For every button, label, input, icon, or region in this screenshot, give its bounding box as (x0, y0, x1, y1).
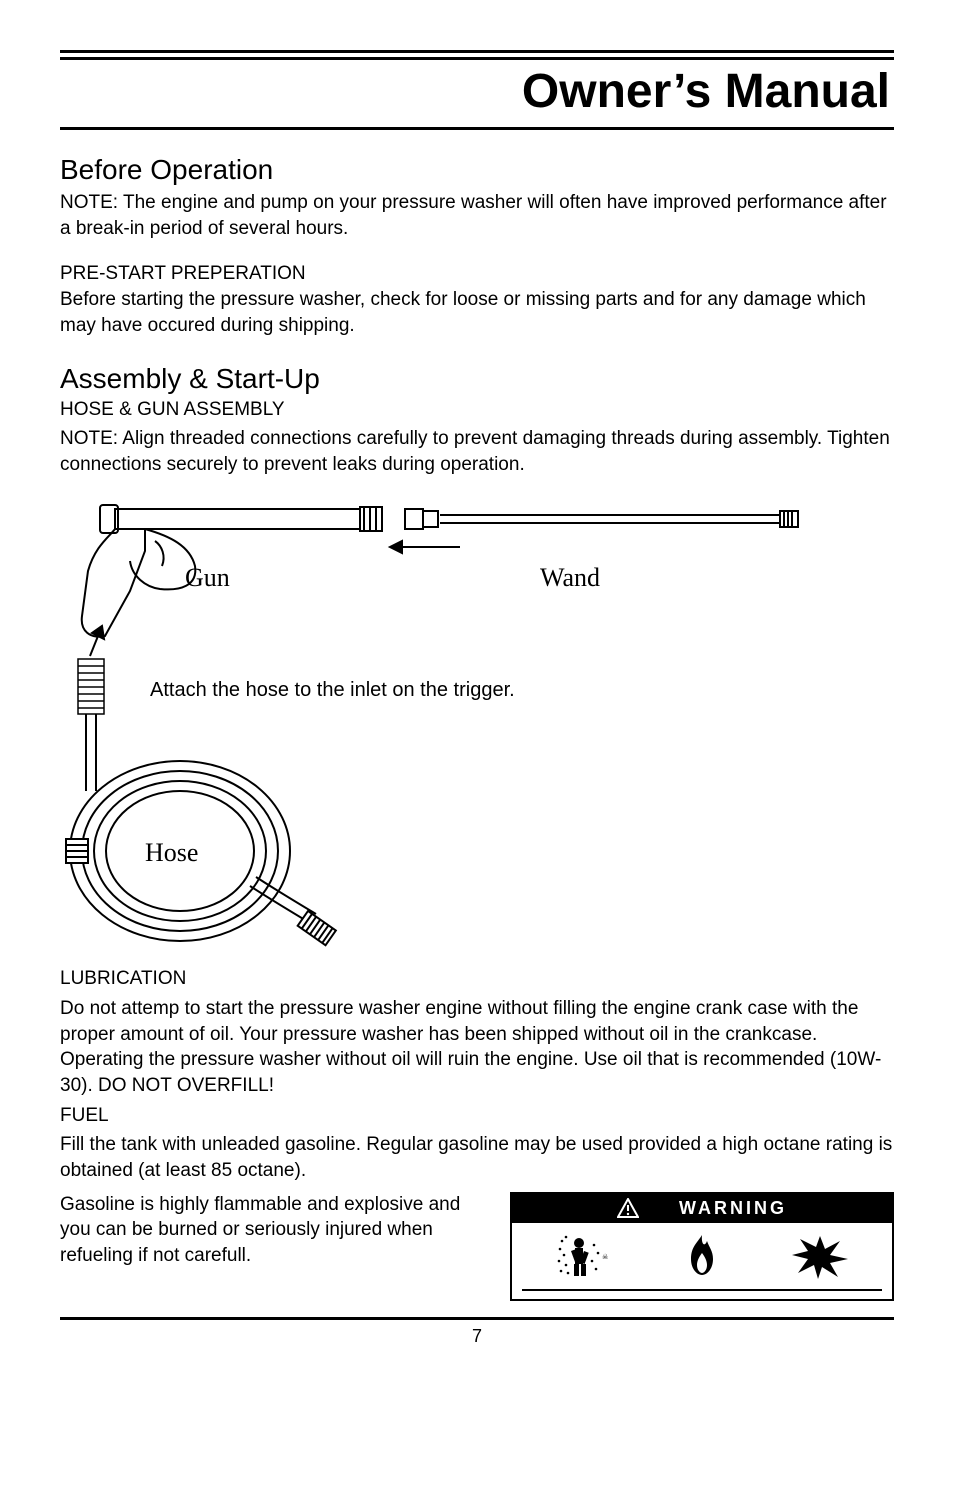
before-operation-note: NOTE: The engine and pump on your pressu… (60, 190, 894, 241)
title-bar: Owner’s Manual (60, 57, 894, 130)
assembly-diagram: Gun Wand Att (60, 491, 894, 956)
toxic-fumes-icon: ☠ (554, 1231, 614, 1281)
fire-icon (677, 1231, 727, 1281)
assembly-heading: Assembly & Start-Up (60, 363, 894, 395)
lubrication-heading: LUBRICATION (60, 966, 894, 992)
warning-label: WARNING (679, 1198, 787, 1219)
manual-page: Owner’s Manual Before Operation NOTE: Th… (0, 0, 954, 1373)
fuel-body: Fill the tank with unleaded gasoline. Re… (60, 1132, 894, 1183)
before-operation-heading: Before Operation (60, 154, 894, 186)
hose-gun-note: NOTE: Align threaded connections careful… (60, 426, 894, 477)
fuel-heading: FUEL (60, 1103, 894, 1129)
gun-label: Gun (185, 563, 230, 592)
attach-instruction: Attach the hose to the inlet on the trig… (150, 679, 515, 701)
warning-header: WARNING (512, 1194, 892, 1223)
top-rule (60, 50, 894, 53)
hose-gun-heading: HOSE & GUN ASSEMBLY (60, 397, 894, 423)
page-title: Owner’s Manual (60, 64, 894, 119)
svg-text:☠: ☠ (602, 1253, 608, 1261)
wand-label: Wand (540, 563, 600, 592)
warning-icons-row: ☠ (512, 1223, 892, 1283)
gasoline-warning-text: Gasoline is highly flammable and explosi… (60, 1192, 472, 1269)
gasoline-warning-row: Gasoline is highly flammable and explosi… (60, 1192, 894, 1301)
prestart-heading: PRE-START PREPERATION (60, 263, 894, 285)
page-number: 7 (60, 1320, 894, 1353)
warning-triangle-icon (617, 1198, 639, 1218)
explosion-icon (790, 1231, 850, 1281)
prestart-body: Before starting the pressure washer, che… (60, 287, 894, 338)
warning-footer-rule (522, 1289, 882, 1291)
hose-label: Hose (145, 838, 198, 867)
diagram-svg: Gun Wand Att (60, 491, 860, 951)
lubrication-body: Do not attemp to start the pressure wash… (60, 996, 894, 1099)
warning-box: WARNING (510, 1192, 894, 1301)
